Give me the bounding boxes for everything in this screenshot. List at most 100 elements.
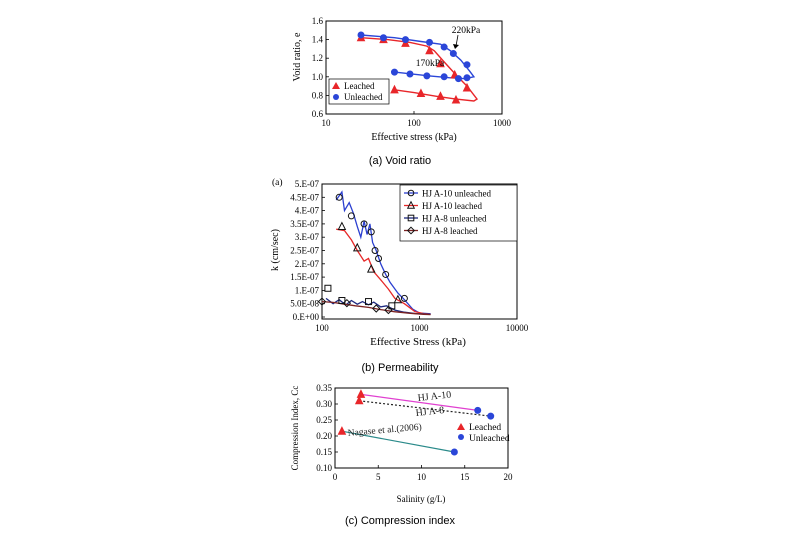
b-data-point-1-0 <box>337 221 347 231</box>
c-data-point-1-0 <box>474 406 482 414</box>
a-data-point-0-7 <box>390 84 399 94</box>
caption-b: (b) Permeability <box>361 362 439 374</box>
a-data-point-1-7 <box>463 74 471 82</box>
c-data-point-0-0 <box>356 389 366 398</box>
a-data-point-1-9 <box>406 70 414 78</box>
panel-permeability: (a) 0.E+00 5.0E-08 1.E-07 1.5E-07 2.E-07 2.5E… <box>270 177 529 374</box>
a-data-point-1-11 <box>440 73 448 81</box>
c-x-tick-label: 0 <box>333 472 338 482</box>
a-y-tick-label: 1.0 <box>312 72 324 82</box>
a-data-point-1-5 <box>449 50 457 58</box>
b-x-tick-label: 10000 <box>506 323 529 333</box>
legend-a-leached-label: Leached <box>344 81 375 91</box>
a-data-point-0-3 <box>425 45 434 55</box>
b-legend-marker-2 <box>407 214 415 222</box>
c-data-point-1-2 <box>450 448 458 456</box>
a-data-point-1-6 <box>463 61 471 69</box>
y-axis-label-c: Compression Index, Cc <box>290 386 300 471</box>
b-y-tick-label: 4.E-07 <box>295 206 320 216</box>
y-axis-label-a: Void ratio, e <box>292 32 303 82</box>
legend-a-unleached-marker <box>333 94 339 100</box>
x-axis-label-b: Effective Stress (kPa) <box>370 336 466 348</box>
a-x-tick-label: 1000 <box>493 118 512 128</box>
c-y-tick-label: 0.15 <box>316 447 332 457</box>
b-data-point-0-6 <box>382 270 390 278</box>
c-x-tick-label: 5 <box>376 472 381 482</box>
c-data-point-1-1 <box>487 412 495 420</box>
a-y-tick-label: 0.6 <box>312 109 324 119</box>
c-trend-line-2 <box>341 430 455 453</box>
c-data-point-0-1 <box>354 395 364 405</box>
c-y-tick-label: 0.35 <box>316 383 332 393</box>
panel-void-ratio: 0.6 0.8 1.0 1.2 1.4 1.6 10 100 1000 Void ratio, … <box>292 16 512 167</box>
b-data-point-2-2 <box>365 298 373 306</box>
b-series-curve-1 <box>336 228 431 315</box>
c-x-tick-label: 20 <box>504 472 514 482</box>
c-y-tick-label: 0.20 <box>316 431 332 441</box>
b-y-tick-label: 3.E-07 <box>295 232 320 242</box>
legend-c-leached-marker <box>457 423 465 430</box>
line-label-hj-a8: HJ A-8 <box>415 405 445 419</box>
a-data-point-1-8 <box>390 68 398 76</box>
a-y-tick-label: 1.6 <box>312 16 324 26</box>
b-data-point-3-2 <box>372 304 381 313</box>
a-y-tick-label: 1.2 <box>312 53 323 63</box>
b-y-tick-label: 1.5E-07 <box>290 272 319 282</box>
c-x-tick-label: 10 <box>417 472 427 482</box>
caption-c: (c) Compression index <box>345 515 456 527</box>
a-y-tick-label: 0.8 <box>312 90 324 100</box>
b-data-point-3-0 <box>317 297 327 306</box>
b-legend-label-3: HJ A-8 leached <box>422 226 478 236</box>
caption-a: (a) Void ratio <box>369 155 431 167</box>
a-data-point-1-10 <box>423 72 431 80</box>
a-data-point-0-8 <box>416 88 426 98</box>
annotation-170kpa: 170kPa <box>416 59 445 69</box>
a-data-point-1-4 <box>440 43 448 51</box>
b-data-point-0-3 <box>367 228 375 236</box>
b-legend-marker-1 <box>406 200 416 209</box>
b-y-tick-label: 4.5E-07 <box>290 192 319 202</box>
b-data-point-0-1 <box>347 212 355 220</box>
panel-label-b: (a) <box>272 177 283 188</box>
b-data-point-1-3 <box>393 294 403 304</box>
b-legend-label-0: HJ A-10 unleached <box>422 189 491 199</box>
c-trend-line-0 <box>360 393 478 411</box>
b-data-point-3-3 <box>384 305 393 315</box>
a-data-point-1-3 <box>425 38 433 46</box>
c-x-tick-label: 15 <box>460 472 470 482</box>
legend-a-leached-marker <box>332 82 340 89</box>
line-label-hj-a10: HJ A-10 <box>417 390 452 404</box>
a-x-tick-label: 100 <box>407 118 421 128</box>
a-data-point-1-1 <box>379 34 387 42</box>
b-data-point-0-7 <box>400 294 408 302</box>
a-data-point-0-6 <box>462 82 472 92</box>
b-legend-label-2: HJ A-8 unleached <box>422 214 487 224</box>
a-data-point-0-4 <box>436 58 445 68</box>
a-data-point-1-12 <box>454 75 462 83</box>
b-legend-label-1: HJ A-10 leached <box>422 201 482 211</box>
a-y-tick-label: 1.4 <box>312 35 324 45</box>
legend-a-unleached-label: Unleached <box>344 92 383 102</box>
b-y-tick-label: 5.E-07 <box>295 179 320 189</box>
b-data-point-1-2 <box>366 264 376 273</box>
b-legend-marker-0 <box>407 189 415 197</box>
b-y-tick-label: 2.E-07 <box>295 259 320 269</box>
b-data-point-1-1 <box>352 242 362 252</box>
x-axis-label-a: Effective stress (kPa) <box>371 132 456 143</box>
b-data-point-2-1 <box>338 297 346 305</box>
a-x-tick-label: 10 <box>322 118 332 128</box>
c-y-tick-label: 0.25 <box>316 415 332 425</box>
c-y-tick-label: 0.30 <box>316 399 332 409</box>
b-data-point-3-1 <box>342 298 352 308</box>
b-legend-marker-3 <box>406 226 416 235</box>
b-x-tick-label: 1000 <box>411 323 430 333</box>
c-data-point-0-2 <box>337 426 347 435</box>
a-data-point-0-9 <box>436 91 445 100</box>
b-y-tick-label: 5.0E-08 <box>290 299 319 309</box>
a-data-point-1-0 <box>357 31 365 39</box>
b-y-tick-label: 3.5E-07 <box>290 219 319 229</box>
b-y-tick-label: 0.E+00 <box>293 312 320 322</box>
a-data-point-1-2 <box>401 36 409 44</box>
panel-compression-index: 0.10 0.15 0.20 0.25 0.30 0.35 0 5 10 15 20 Compres… <box>290 383 513 527</box>
